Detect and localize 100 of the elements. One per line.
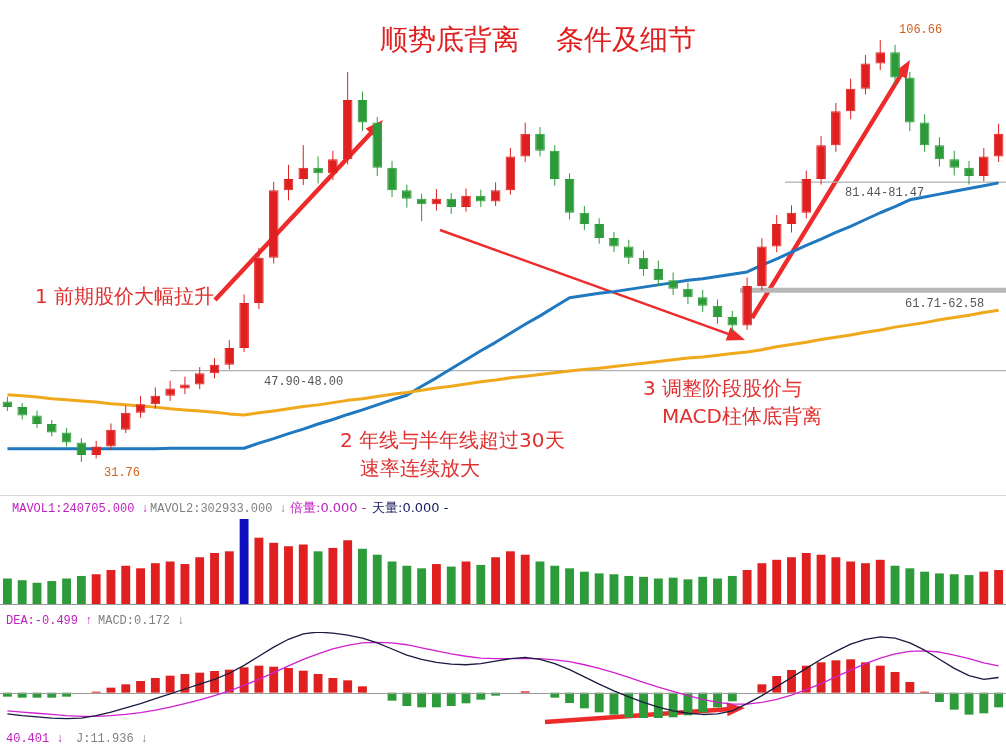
bar xyxy=(831,557,841,604)
annotation: 2 年线与半年线超过30天 xyxy=(340,428,565,453)
bar xyxy=(979,692,989,714)
bar xyxy=(757,684,767,693)
bar xyxy=(742,570,752,604)
bar xyxy=(816,554,826,604)
text: 106.66 xyxy=(899,23,943,38)
bar xyxy=(476,564,486,604)
bar xyxy=(2,578,12,604)
bar xyxy=(224,551,234,604)
candlestick xyxy=(120,404,131,434)
bar xyxy=(239,667,249,693)
bar xyxy=(358,686,367,693)
bar xyxy=(136,568,145,604)
bar xyxy=(579,692,589,709)
bar xyxy=(668,577,678,604)
bar xyxy=(402,565,412,604)
bar xyxy=(683,579,693,604)
text: DEA:-0.499 ↑ xyxy=(6,614,93,629)
bar xyxy=(446,566,456,604)
bar xyxy=(550,565,560,604)
bar xyxy=(772,676,782,693)
bar xyxy=(491,557,501,604)
bar xyxy=(254,665,264,693)
annotation: 1 前期股价大幅拉升 xyxy=(35,284,215,309)
candlestick xyxy=(17,402,27,421)
band-label: 81.44-81.47 xyxy=(845,186,925,201)
bar xyxy=(313,674,323,693)
text: 倍量:0.000 - xyxy=(290,500,367,516)
bar xyxy=(979,571,989,604)
bar xyxy=(343,680,353,693)
bar xyxy=(284,546,293,604)
text: J:11.936 ↓ xyxy=(76,732,149,747)
bar xyxy=(787,557,796,604)
text: 31.76 xyxy=(104,466,141,481)
bar xyxy=(594,692,604,713)
candlestick xyxy=(372,116,383,177)
bar xyxy=(47,581,57,604)
bar xyxy=(180,674,190,693)
bar xyxy=(446,692,456,706)
bar xyxy=(698,576,708,604)
bar xyxy=(949,692,959,710)
bar xyxy=(875,559,885,604)
bar xyxy=(91,574,101,604)
bar xyxy=(594,573,604,604)
bar xyxy=(343,540,353,604)
bar xyxy=(816,662,826,693)
candlestick xyxy=(520,122,530,163)
bar xyxy=(254,537,264,604)
bar xyxy=(328,547,338,604)
bar xyxy=(905,682,915,693)
bar xyxy=(653,692,663,718)
bar xyxy=(284,668,293,693)
bar xyxy=(165,675,175,693)
bar xyxy=(639,576,648,604)
bar xyxy=(269,542,279,604)
annotation: 速率连续放大 xyxy=(360,456,480,481)
bar xyxy=(727,575,737,604)
bar xyxy=(520,554,530,604)
bar xyxy=(994,692,1004,708)
bar xyxy=(920,571,930,604)
bar xyxy=(402,692,412,706)
band-label: 61.71-62.58 xyxy=(905,297,985,312)
bar xyxy=(328,678,338,693)
bar xyxy=(431,692,441,708)
bar xyxy=(210,671,219,693)
candlestick xyxy=(549,144,560,187)
bar xyxy=(565,568,575,604)
bar xyxy=(949,574,959,604)
bar xyxy=(195,557,205,604)
candlestick xyxy=(402,184,412,209)
text: 40.401 ↓ xyxy=(6,732,64,747)
bar xyxy=(757,563,767,604)
bar xyxy=(298,544,308,604)
bar xyxy=(76,575,86,604)
bar xyxy=(106,570,116,604)
bar xyxy=(269,666,279,693)
candlestick xyxy=(697,289,708,313)
bar xyxy=(417,692,427,708)
bar xyxy=(313,551,323,604)
text: MACD:0.172 ↓ xyxy=(98,614,185,629)
bar xyxy=(609,574,619,604)
bar xyxy=(210,553,219,604)
bar xyxy=(772,559,782,604)
candlestick xyxy=(905,71,915,132)
bar xyxy=(875,665,885,693)
bar xyxy=(890,672,900,693)
bar xyxy=(150,678,160,693)
annotation: MACD柱体底背离 xyxy=(662,404,822,429)
bar xyxy=(831,660,841,693)
bar xyxy=(195,672,205,693)
chart-title: 顺势底背离 条件及细节 xyxy=(380,23,696,57)
bar xyxy=(964,575,974,604)
annotation: 3 调整阶段股价与 xyxy=(643,376,803,401)
bar xyxy=(417,568,427,604)
bar xyxy=(846,659,856,693)
bar xyxy=(358,548,367,604)
bar xyxy=(846,561,856,604)
bar xyxy=(372,554,382,604)
bar xyxy=(106,687,116,693)
